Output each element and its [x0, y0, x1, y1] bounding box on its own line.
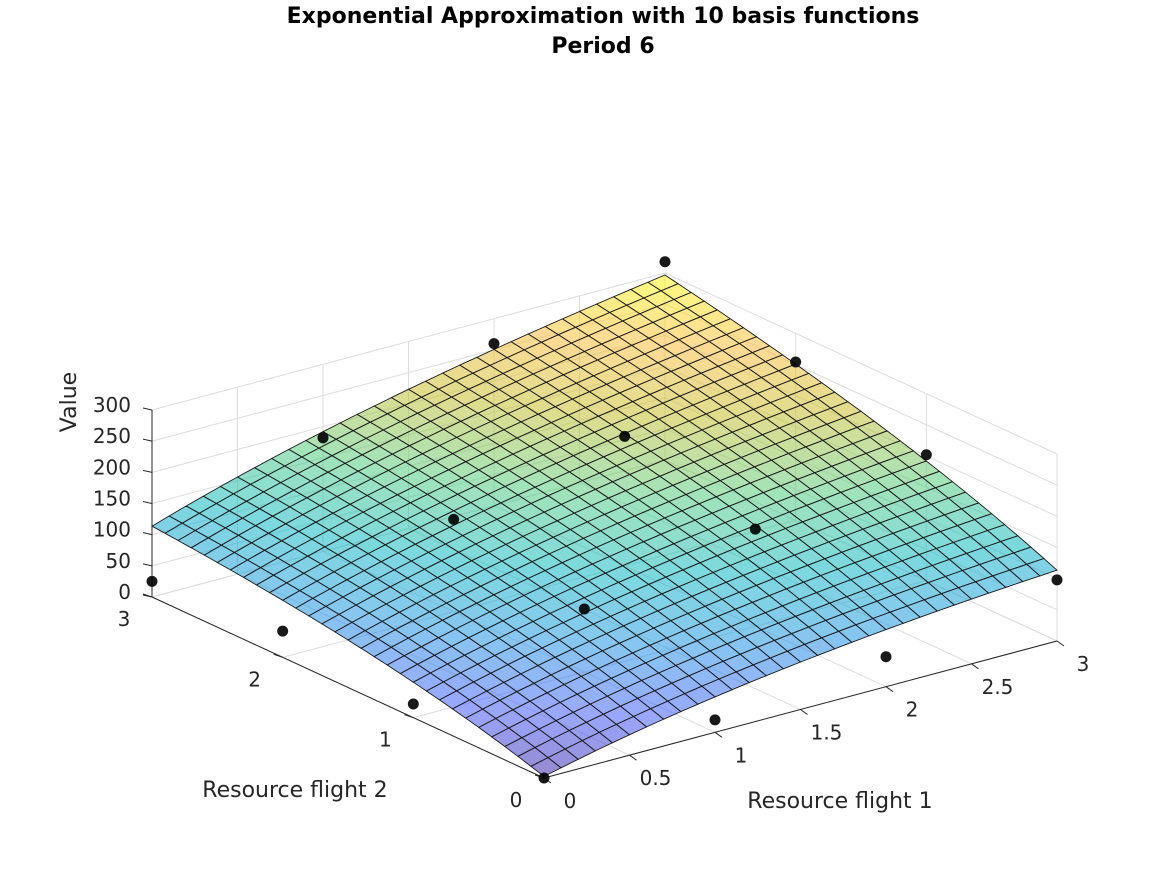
x-axis-label: Resource flight 1 [747, 789, 932, 814]
data-point [448, 513, 460, 525]
x-tick-mark [800, 709, 808, 715]
x-tick-mark [714, 731, 723, 738]
z-tick-mark [142, 563, 153, 567]
data-point [920, 449, 932, 461]
x-tick-label: 3 [1077, 652, 1090, 676]
data-point [277, 625, 289, 637]
z-tick-label: 300 [93, 393, 131, 417]
z-tick-mark [142, 407, 153, 411]
z-tick-mark [142, 469, 153, 473]
data-point [619, 430, 631, 442]
y-axis-label: Resource flight 2 [202, 778, 387, 803]
x-tick-label: 0 [564, 789, 577, 813]
x-tick-mark [1056, 640, 1065, 647]
data-point [1051, 574, 1063, 586]
surface-mesh [151, 274, 1058, 777]
x-tick-label: 0.5 [640, 766, 672, 790]
z-tick-label: 200 [93, 455, 131, 479]
data-point [488, 338, 500, 350]
y-tick-label: 2 [248, 667, 261, 691]
z-tick-mark [142, 594, 153, 598]
x-tick-mark [885, 686, 894, 693]
x-tick-mark [629, 754, 637, 761]
tick-labels: 0 0.5 1 1.5 2 2.5 3 0 1 2 3 0 50 100 150 200 250 300 [93, 393, 1090, 813]
z-tick-label: 0 [118, 580, 131, 604]
back-wall-grid-line [151, 272, 666, 411]
chart-title: Exponential Approximation with 10 basis … [287, 4, 920, 29]
data-point [709, 714, 721, 726]
x-tick-mark [971, 663, 979, 670]
z-tick-mark [142, 532, 153, 536]
data-point [880, 651, 892, 663]
x-tick-label: 1 [735, 743, 748, 767]
x-tick-label: 1.5 [811, 721, 843, 745]
data-point [749, 523, 761, 535]
y-axis-line [151, 596, 545, 779]
data-point [146, 575, 158, 587]
z-tick-label: 150 [93, 487, 131, 511]
data-points [146, 256, 1063, 784]
z-tick-label: 250 [93, 424, 131, 448]
z-tick-label: 50 [106, 549, 131, 573]
z-tick-mark [142, 438, 153, 442]
y-tick-mark [404, 714, 414, 719]
data-point [407, 698, 419, 710]
data-point [659, 256, 671, 268]
data-point [790, 356, 802, 368]
chart-subtitle: Period 6 [551, 34, 654, 59]
data-point [317, 432, 329, 444]
x-tick-label: 2.5 [982, 675, 1014, 699]
x-tick-label: 2 [906, 698, 919, 722]
data-point [578, 603, 590, 615]
z-tick-label: 100 [93, 518, 131, 542]
surface-patch [530, 757, 562, 777]
y-tick-label: 1 [379, 728, 392, 752]
y-tick-mark [273, 653, 283, 658]
data-point [538, 772, 550, 784]
y-tick-label: 3 [118, 607, 131, 631]
z-axis-label: Value [57, 372, 82, 432]
axes [142, 407, 1065, 784]
y-tick-label: 0 [510, 788, 523, 812]
z-tick-mark [142, 501, 153, 504]
side-wall-grid-line [664, 272, 1058, 455]
